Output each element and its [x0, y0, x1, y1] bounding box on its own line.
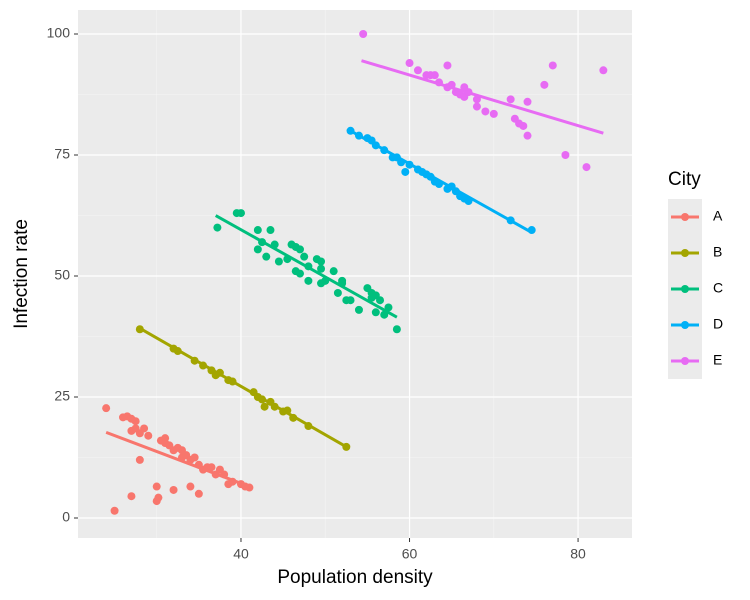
- point: [102, 404, 111, 413]
- y-tick-label: 75: [54, 146, 70, 162]
- y-axis-title: Infection rate: [11, 219, 32, 329]
- point: [135, 455, 144, 464]
- point: [144, 431, 153, 440]
- point: [599, 66, 608, 75]
- trend-line: [214, 214, 398, 319]
- point: [295, 269, 304, 278]
- point: [371, 308, 380, 317]
- point: [110, 506, 119, 515]
- legend-label: B: [713, 244, 722, 260]
- point: [274, 257, 283, 266]
- legend-key-point: [681, 357, 689, 365]
- legend-label: D: [713, 316, 723, 332]
- point: [262, 252, 271, 261]
- legend-key-point: [681, 249, 689, 257]
- point: [295, 245, 304, 254]
- point: [236, 209, 245, 218]
- x-tick-label: 40: [233, 546, 249, 562]
- y-tick-label: 0: [62, 509, 70, 525]
- point: [540, 80, 549, 89]
- legend-title: City: [668, 169, 701, 190]
- point: [260, 402, 269, 411]
- point: [266, 226, 275, 235]
- point: [127, 492, 136, 501]
- point: [561, 151, 570, 160]
- point: [346, 296, 355, 305]
- point: [392, 325, 401, 334]
- point: [405, 59, 414, 68]
- point: [317, 264, 326, 273]
- point: [523, 131, 532, 140]
- point: [213, 223, 222, 232]
- y-tick-label: 100: [47, 25, 71, 41]
- point: [186, 482, 195, 491]
- point: [190, 453, 199, 462]
- y-tick-label: 25: [54, 388, 70, 404]
- point: [194, 489, 203, 498]
- y-tick-label: 50: [54, 267, 70, 283]
- trend-line: [139, 326, 348, 449]
- point: [359, 30, 368, 39]
- panel: [78, 10, 632, 538]
- x-tick-label: 80: [570, 546, 586, 562]
- legend-label: E: [713, 352, 722, 368]
- point: [140, 424, 149, 433]
- point: [443, 61, 452, 70]
- point: [384, 303, 393, 312]
- legend-key-point: [681, 321, 689, 329]
- legend-key-point: [681, 213, 689, 221]
- point: [207, 463, 216, 472]
- legend-label: C: [713, 280, 723, 296]
- point: [169, 485, 178, 494]
- point: [354, 305, 363, 314]
- point: [519, 121, 528, 130]
- x-tick-label: 60: [402, 546, 418, 562]
- point: [506, 95, 515, 104]
- point: [472, 102, 481, 111]
- trend-line: [349, 129, 533, 234]
- point: [376, 296, 385, 305]
- point: [481, 107, 490, 116]
- point: [253, 245, 262, 254]
- point: [253, 226, 262, 235]
- point: [430, 71, 439, 80]
- point: [413, 66, 422, 75]
- point: [329, 267, 338, 276]
- point: [401, 167, 410, 176]
- point: [300, 252, 309, 261]
- point: [154, 493, 163, 502]
- point: [523, 97, 532, 106]
- trend-line: [361, 59, 604, 135]
- trend-line: [105, 430, 250, 488]
- point: [304, 276, 313, 285]
- point: [152, 482, 161, 491]
- point: [489, 109, 498, 118]
- point: [582, 163, 591, 172]
- legend-key-point: [681, 285, 689, 293]
- point: [131, 417, 140, 426]
- x-axis-title: Population density: [277, 567, 433, 588]
- legend-label: A: [713, 208, 723, 224]
- point: [333, 288, 342, 297]
- point: [548, 61, 557, 70]
- point: [317, 257, 326, 266]
